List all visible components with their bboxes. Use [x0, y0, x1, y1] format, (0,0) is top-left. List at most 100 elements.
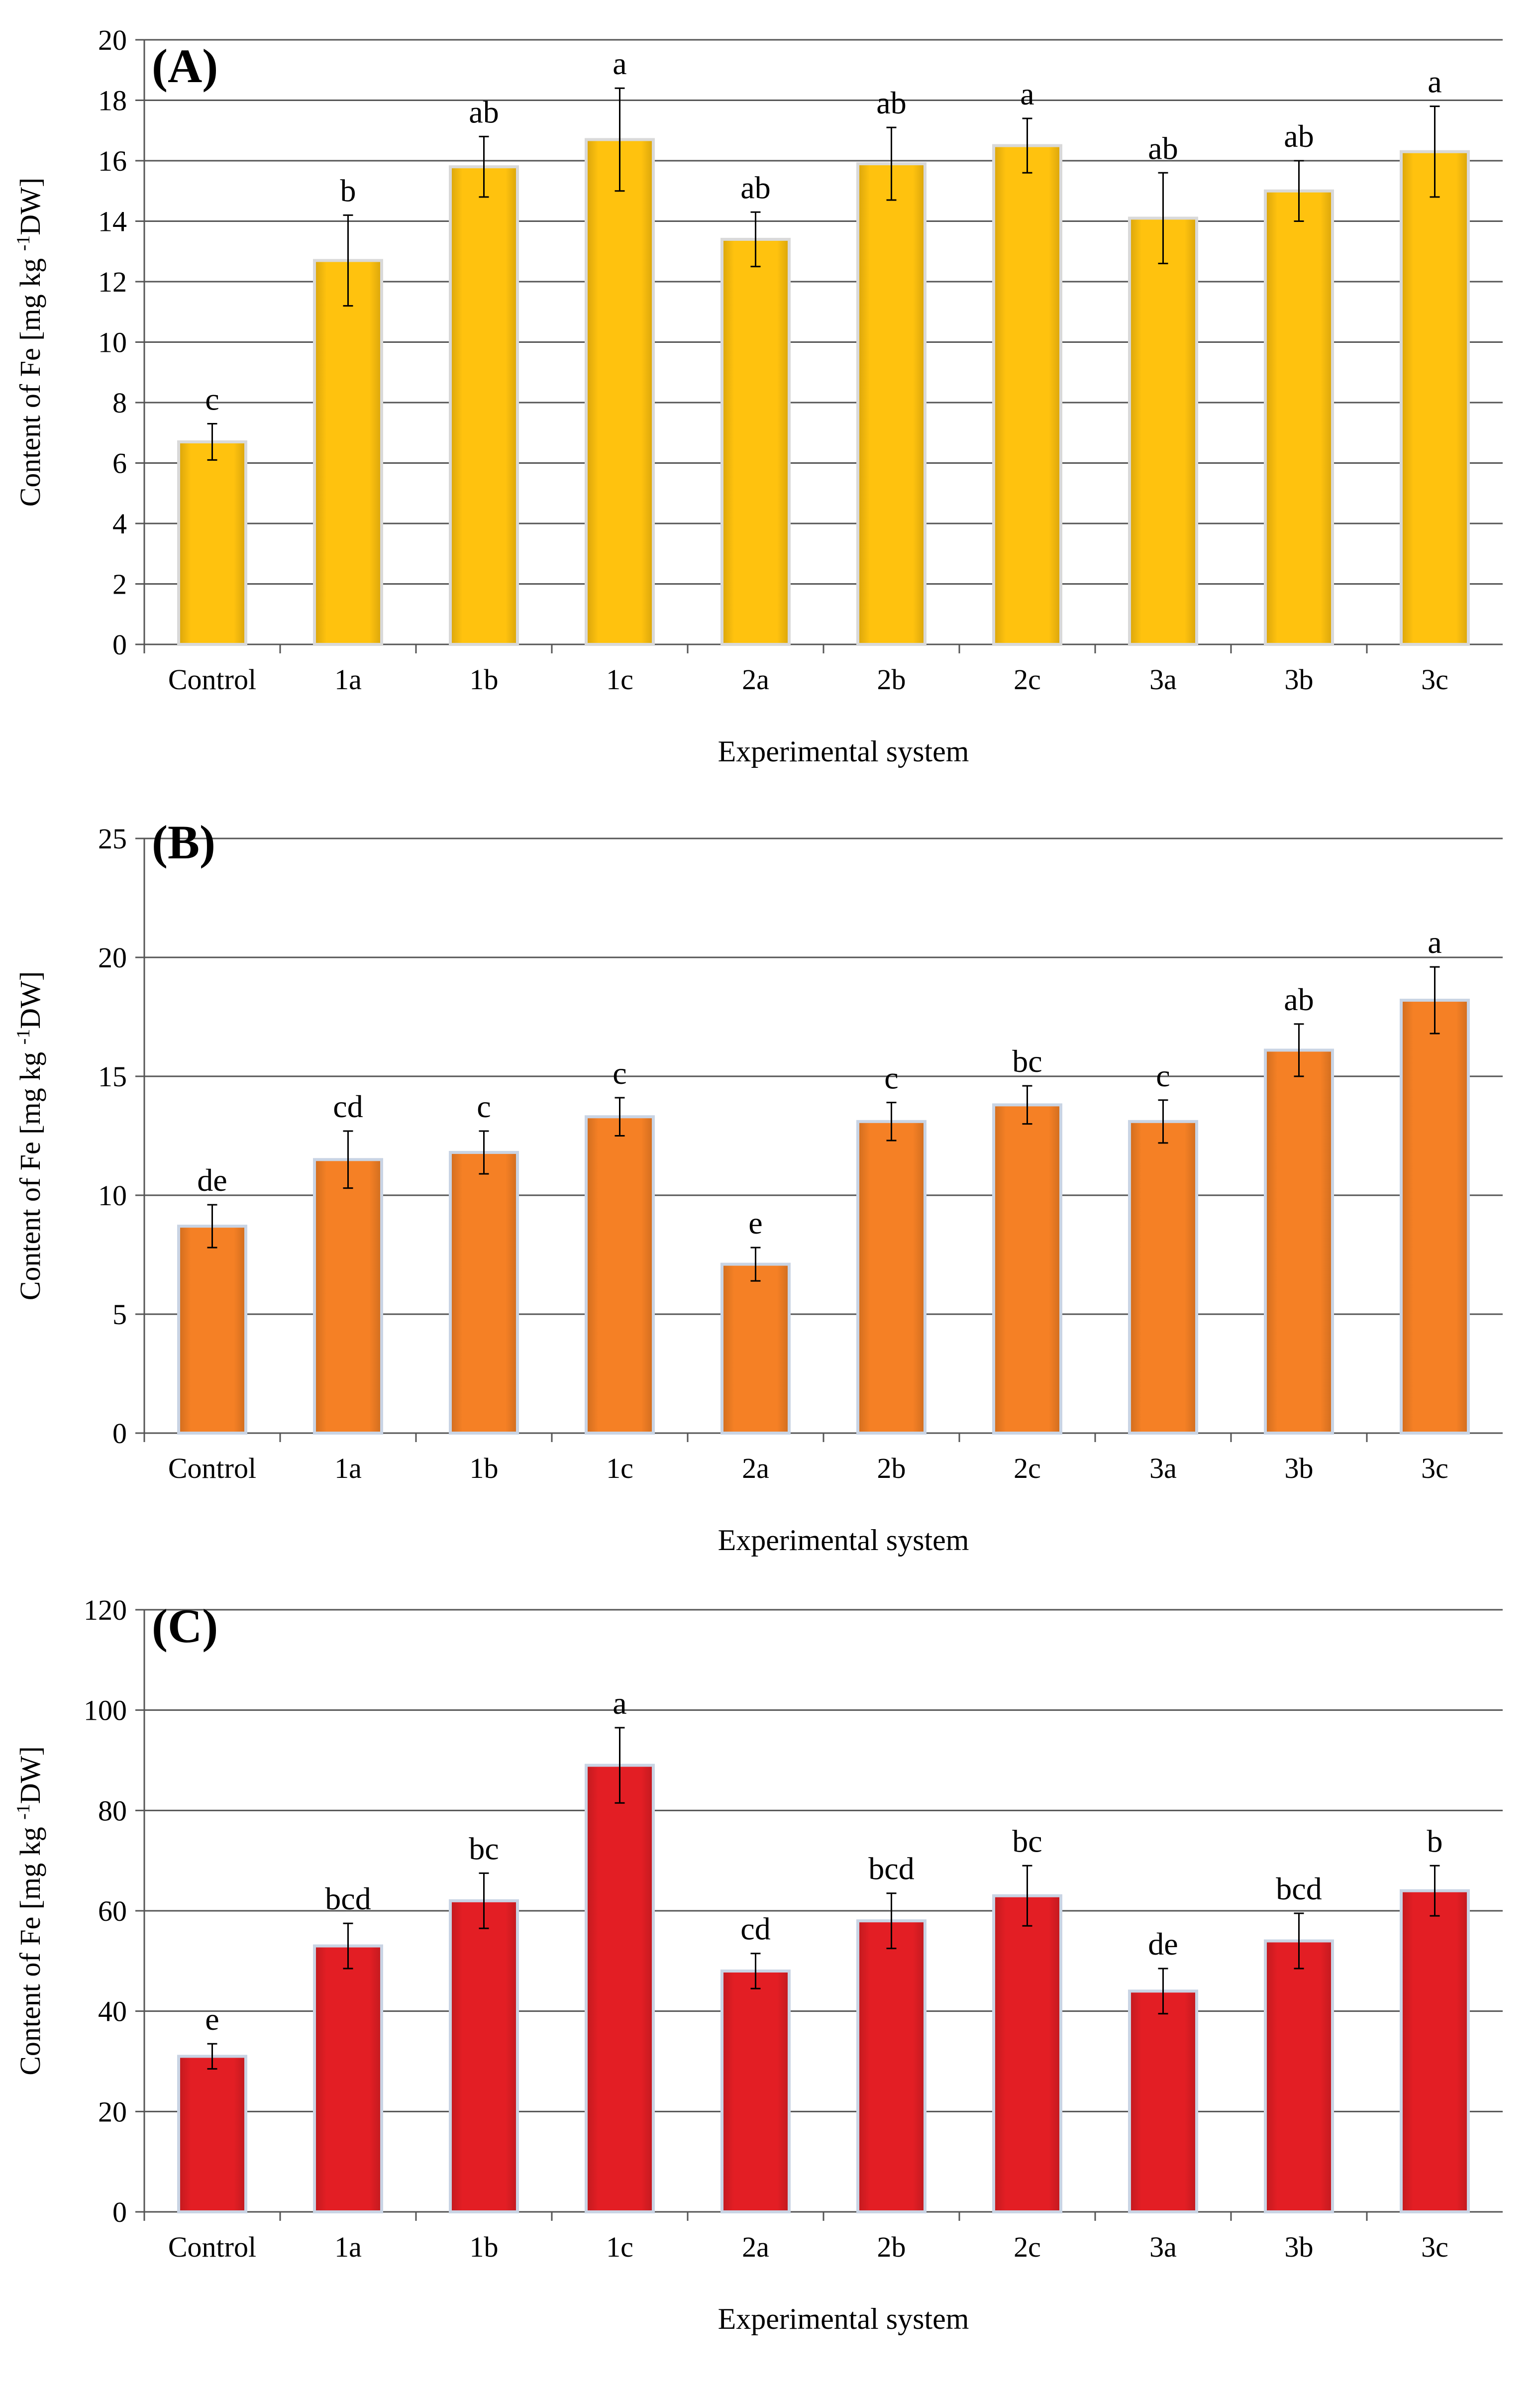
bar-1a	[313, 1944, 383, 2213]
bar-3b	[1264, 189, 1334, 646]
significance-letter: ab	[1148, 130, 1178, 166]
y-axis-label: Content of Fe [mg kg -1DW]	[13, 1746, 46, 2076]
x-tick-label: 2c	[1014, 663, 1041, 696]
x-tick-label: 1c	[606, 2231, 633, 2263]
significance-letter: ab	[469, 94, 499, 129]
bar-3c	[1400, 150, 1470, 646]
x-tick-label: 2c	[1014, 1452, 1041, 1484]
y-tick-label: 0	[112, 628, 127, 661]
significance-letter: ab	[740, 170, 770, 205]
bar-3a	[1128, 1989, 1198, 2213]
y-axis-label-sup: -1	[13, 1029, 34, 1045]
x-tick-label: 3a	[1149, 2231, 1177, 2263]
y-tick-label: 100	[84, 1694, 127, 1727]
y-axis-label-sup: -1	[13, 1804, 34, 1820]
y-tick-label: 0	[112, 2196, 127, 2228]
y-axis-label-sup: -1	[13, 235, 34, 251]
significance-letter: c	[477, 1089, 491, 1124]
significance-letter: b	[340, 173, 356, 208]
y-tick-label: 16	[98, 145, 127, 177]
y-tick-label: 15	[98, 1060, 127, 1093]
y-tick-label: 0	[112, 1417, 127, 1450]
x-tick-label: 1c	[606, 663, 633, 696]
x-tick-label: 1a	[334, 2231, 362, 2263]
panel-label: (C)	[152, 1599, 218, 1653]
x-tick-label: 2c	[1014, 2231, 1041, 2263]
bar-2b	[856, 162, 926, 646]
x-tick-label: 1a	[334, 663, 362, 696]
y-tick-label: 10	[98, 1179, 127, 1212]
chart-panel-3: 0 20 40 60 80 100 120 e Control bcd 1a bc 1b a 1c cd 2a b…	[13, 1594, 1503, 2335]
significance-letter: cd	[740, 1911, 770, 1947]
bar-3c	[1400, 999, 1470, 1435]
bar-1b	[449, 1150, 519, 1435]
x-tick-label: 3b	[1285, 2231, 1314, 2263]
significance-letter: a	[1428, 925, 1441, 960]
x-tick-label: 2a	[742, 663, 769, 696]
x-tick-label: 3b	[1285, 1452, 1314, 1484]
x-tick-label: Control	[168, 2231, 256, 2263]
bar-2b	[856, 1919, 926, 2214]
x-tick-label: 1b	[470, 1452, 499, 1484]
bar-1a	[313, 1158, 383, 1435]
significance-letter: bc	[1012, 1043, 1042, 1079]
bar-1c	[585, 1115, 655, 1435]
y-tick-label: 80	[98, 1794, 127, 1827]
bar-1b	[449, 165, 519, 646]
x-axis-label: Experimental system	[718, 2302, 969, 2335]
x-tick-label: 1c	[606, 1452, 633, 1484]
bar-1b	[449, 1899, 519, 2213]
significance-letter: a	[613, 46, 626, 81]
y-tick-label: 60	[98, 1895, 127, 1927]
chart-panel-1: 0 2 4 6 8 10 12 14 16 18 20 c Control b 1a ab 1b a 1c ab 2a a…	[13, 24, 1503, 768]
significance-letter: a	[613, 1685, 626, 1721]
x-tick-label: 3c	[1421, 1452, 1448, 1484]
bar-1c	[585, 1764, 655, 2213]
bar-2c	[992, 144, 1062, 646]
bar-2a	[720, 1262, 791, 1435]
significance-letter: de	[197, 1162, 227, 1198]
bar-2b	[856, 1120, 926, 1435]
x-tick-label: 1a	[334, 1452, 362, 1484]
y-axis-label-tail: DW]	[14, 178, 46, 235]
y-tick-label: 2	[112, 568, 127, 601]
x-axis-label: Experimental system	[718, 1524, 969, 1557]
x-tick-label: 2b	[877, 663, 906, 696]
significance-letter: c	[205, 382, 219, 417]
x-tick-label: 3a	[1149, 663, 1177, 696]
y-tick-label: 120	[84, 1594, 127, 1626]
y-tick-label: 10	[98, 326, 127, 359]
y-tick-label: 12	[98, 266, 127, 298]
y-tick-label: 5	[112, 1298, 127, 1331]
significance-letter: ab	[1284, 982, 1314, 1017]
x-tick-label: Control	[168, 1452, 256, 1484]
y-tick-label: 20	[98, 941, 127, 974]
significance-letter: e	[748, 1205, 762, 1241]
x-tick-label: 3a	[1149, 1452, 1177, 1484]
x-tick-label: 3c	[1421, 2231, 1448, 2263]
significance-letter: cd	[333, 1089, 363, 1124]
y-tick-label: 14	[98, 206, 127, 238]
significance-letter: b	[1427, 1823, 1443, 1859]
x-tick-label: 3c	[1421, 663, 1448, 696]
significance-letter: ab	[1284, 118, 1314, 154]
panel-label: (A)	[152, 39, 218, 93]
bar-3c	[1400, 1889, 1470, 2214]
y-tick-label: 6	[112, 447, 127, 480]
y-tick-label: 4	[112, 508, 127, 540]
bar-3b	[1264, 1939, 1334, 2213]
y-tick-label: 20	[98, 24, 127, 56]
significance-letter: c	[613, 1055, 626, 1091]
bar-3a	[1128, 216, 1198, 646]
significance-letter: bcd	[1276, 1871, 1322, 1906]
bar-2c	[992, 1103, 1062, 1435]
significance-letter: bcd	[868, 1851, 914, 1886]
chart-panel-2: 0 5 10 15 20 25 de Control cd 1a c 1b c 1c e 2a c 2b bc 2c c…	[13, 816, 1503, 1557]
bar-control	[177, 1225, 247, 1435]
bar-2a	[720, 1970, 791, 2213]
x-tick-label: Control	[168, 663, 256, 696]
significance-letter: e	[205, 2001, 219, 2037]
y-axis-label-main: Content of Fe [mg kg	[14, 1820, 46, 2076]
